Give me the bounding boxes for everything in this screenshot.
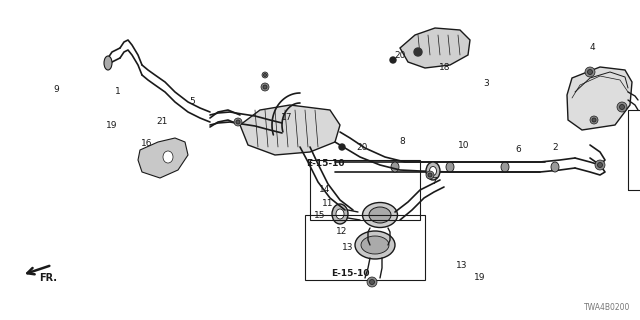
Ellipse shape <box>264 74 266 76</box>
Circle shape <box>339 144 345 150</box>
Polygon shape <box>567 67 632 130</box>
Text: TWA4B0200: TWA4B0200 <box>584 303 630 312</box>
Text: 8: 8 <box>399 138 405 147</box>
Ellipse shape <box>620 105 625 109</box>
Text: 11: 11 <box>323 199 333 209</box>
Ellipse shape <box>428 173 432 177</box>
Ellipse shape <box>551 162 559 172</box>
Ellipse shape <box>426 171 434 179</box>
Bar <box>305 215 425 280</box>
Ellipse shape <box>263 85 267 89</box>
Ellipse shape <box>355 231 395 259</box>
Polygon shape <box>400 28 470 68</box>
Ellipse shape <box>588 69 593 75</box>
Text: 16: 16 <box>141 140 153 148</box>
Ellipse shape <box>163 151 173 163</box>
Ellipse shape <box>261 83 269 91</box>
Text: 5: 5 <box>189 98 195 107</box>
Text: 12: 12 <box>336 228 348 236</box>
Ellipse shape <box>332 204 348 224</box>
Circle shape <box>414 48 422 56</box>
Text: E-15-10: E-15-10 <box>306 159 344 169</box>
Text: 9: 9 <box>53 85 59 94</box>
Circle shape <box>390 57 396 63</box>
Ellipse shape <box>426 162 440 180</box>
Text: FR.: FR. <box>39 273 57 283</box>
Text: 14: 14 <box>319 185 331 194</box>
Text: 17: 17 <box>281 114 292 123</box>
Text: 6: 6 <box>515 146 521 155</box>
Polygon shape <box>240 105 340 155</box>
Text: 13: 13 <box>456 260 468 269</box>
Text: E-15-10: E-15-10 <box>331 269 369 278</box>
Ellipse shape <box>598 163 602 167</box>
Ellipse shape <box>617 102 627 112</box>
Text: 18: 18 <box>439 63 451 73</box>
Ellipse shape <box>590 116 598 124</box>
Ellipse shape <box>236 120 240 124</box>
Text: 21: 21 <box>156 117 168 126</box>
Ellipse shape <box>592 118 596 122</box>
Ellipse shape <box>391 162 399 172</box>
Ellipse shape <box>595 160 605 170</box>
Text: 15: 15 <box>314 212 326 220</box>
Ellipse shape <box>362 203 397 228</box>
Ellipse shape <box>446 162 454 172</box>
Text: 1: 1 <box>115 87 121 97</box>
Text: 19: 19 <box>106 121 118 130</box>
Ellipse shape <box>104 56 112 70</box>
Bar <box>310 160 420 220</box>
Text: 20: 20 <box>394 52 406 60</box>
Ellipse shape <box>367 277 377 287</box>
Ellipse shape <box>262 72 268 78</box>
Ellipse shape <box>369 279 374 284</box>
Text: 20: 20 <box>356 142 368 151</box>
Text: 7: 7 <box>431 178 437 187</box>
Text: 10: 10 <box>458 140 470 149</box>
Ellipse shape <box>429 166 436 175</box>
Text: 3: 3 <box>483 78 489 87</box>
Ellipse shape <box>585 67 595 77</box>
Ellipse shape <box>501 162 509 172</box>
Ellipse shape <box>336 209 344 219</box>
Ellipse shape <box>234 118 242 126</box>
Ellipse shape <box>369 207 391 223</box>
Text: 19: 19 <box>474 274 486 283</box>
Text: 2: 2 <box>552 143 558 153</box>
Text: 13: 13 <box>342 244 354 252</box>
Ellipse shape <box>361 236 389 254</box>
Polygon shape <box>138 138 188 178</box>
Text: 4: 4 <box>589 44 595 52</box>
Bar <box>628 110 640 190</box>
